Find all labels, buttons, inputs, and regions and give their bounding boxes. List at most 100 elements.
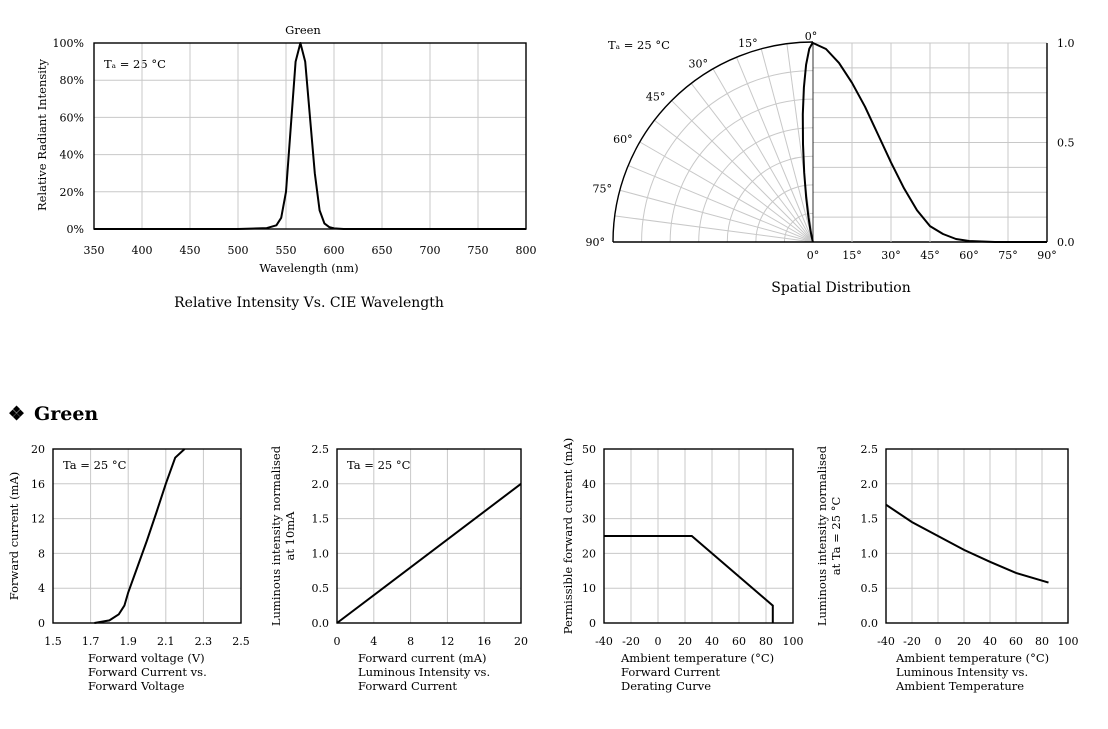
- temp-caption-line: Ambient temperature (°C): [895, 651, 1049, 665]
- derating-y-tick: 20: [582, 547, 596, 560]
- liv-x-tick: 0: [334, 635, 341, 648]
- derating-x-tick: 80: [759, 635, 773, 648]
- iv-plot-frame: [52, 448, 242, 624]
- spatial-polar-ray: [654, 119, 814, 243]
- iv-x-tick: 1.9: [119, 635, 137, 648]
- iv-y-tick: 12: [31, 513, 45, 526]
- spatial-x-tick: 45°: [920, 249, 940, 262]
- temp-x-tick: 80: [1035, 635, 1049, 648]
- liv-x-tick: 12: [440, 635, 454, 648]
- spatial-x-tick: 15°: [842, 249, 862, 262]
- spatial-x-tick: 0°: [807, 249, 820, 262]
- derating-y-label: Permissible forward current (mA): [561, 438, 575, 635]
- derating-caption-line: Derating Curve: [621, 679, 711, 693]
- spatial-polar-ray: [736, 57, 814, 243]
- derating-x-tick: 60: [732, 635, 746, 648]
- liv-x-tick: 16: [477, 635, 491, 648]
- temp-y-tick: 2.0: [861, 478, 879, 491]
- spectrum-y-tick: 20%: [60, 186, 84, 199]
- temp-x-tick: 60: [1009, 635, 1023, 648]
- temp-chart: -40 -20 0 20 40 60 80 100 0.0 0.5 1.0 1.5 2.0 2.5 Ambi…: [815, 443, 1079, 693]
- liv-y-tick: 0.5: [312, 582, 330, 595]
- spectrum-y-tick: 80%: [60, 74, 84, 87]
- liv-y-tick: 2.0: [312, 478, 330, 491]
- derating-y-tick: 10: [582, 582, 596, 595]
- spatial-x-tick: 60°: [959, 249, 979, 262]
- temp-y-label: Luminous intensity normalised: [815, 445, 829, 626]
- spatial-angle-label: 30°: [689, 58, 709, 71]
- spatial-polar-ray: [786, 43, 814, 243]
- derating-x-tick: -20: [622, 635, 640, 648]
- iv-x-tick: 2.5: [232, 635, 250, 648]
- spatial-polar-ray: [760, 48, 814, 243]
- iv-y-tick: 4: [38, 582, 45, 595]
- derating-y-tick: 50: [582, 443, 596, 456]
- spectrum-condition: Tₐ = 25 °C: [104, 57, 166, 71]
- spatial-angle-label: 0°: [805, 30, 818, 43]
- derating-x-tick: -40: [595, 635, 613, 648]
- liv-y-tick: 1.0: [312, 547, 330, 560]
- spatial-y-tick: 0.0: [1057, 236, 1075, 249]
- temp-y-tick: 0.5: [861, 582, 879, 595]
- iv-y-label: Forward current (mA): [7, 472, 21, 601]
- temp-x-tick: -40: [877, 635, 895, 648]
- derating-x-tick: 0: [655, 635, 662, 648]
- iv-caption-line: Forward Voltage: [88, 679, 185, 693]
- spatial-y-tick: 1.0: [1057, 37, 1075, 50]
- spectrum-x-tick: 400: [132, 244, 153, 257]
- spatial-angle-label: 15°: [738, 37, 758, 50]
- liv-plot-frame: [336, 448, 522, 624]
- iv-y-tick: 16: [31, 478, 45, 491]
- spatial-angle-label: 90°: [586, 236, 606, 249]
- iv-x-tick: 1.5: [44, 635, 62, 648]
- spectrum-y-label: Relative Radiant Intensity: [35, 58, 49, 211]
- derating-x-tick: 40: [705, 635, 719, 648]
- derating-x-tick: 100: [783, 635, 804, 648]
- spectrum-x-tick: 650: [372, 244, 393, 257]
- liv-caption-line: Forward Current: [358, 679, 457, 693]
- spatial-condition: Tₐ = 25 °C: [608, 38, 670, 52]
- spatial-angle-label: 45°: [646, 90, 666, 103]
- temp-y-tick: 1.5: [861, 513, 879, 526]
- derating-x-tick: 20: [678, 635, 692, 648]
- temp-x-tick: 20: [957, 635, 971, 648]
- iv-chart: 1.5 1.7 1.9 2.1 2.3 2.5 0 4 8 12 16 20 Ta = 25 °C For…: [7, 443, 250, 693]
- temp-x-tick: -20: [903, 635, 921, 648]
- liv-x-tick: 20: [514, 635, 528, 648]
- derating-series-line: [604, 535, 774, 623]
- liv-series-line: [336, 483, 522, 624]
- spatial-angle-label: 60°: [613, 133, 633, 146]
- spectrum-x-tick: 800: [516, 244, 537, 257]
- liv-condition: Ta = 25 °C: [347, 458, 411, 472]
- spatial-polar-ray: [639, 141, 814, 243]
- spectrum-x-tick: 700: [420, 244, 441, 257]
- spectrum-title: Relative Intensity Vs. CIE Wavelength: [174, 295, 444, 311]
- iv-y-tick: 0: [38, 617, 45, 630]
- derating-caption-line: Ambient temperature (°C): [620, 651, 774, 665]
- spectrum-series-label: Green: [285, 23, 321, 37]
- spatial-angle-label: 75°: [593, 183, 613, 196]
- spectrum-y-tick: 40%: [60, 149, 84, 162]
- spatial-polar-ray: [712, 68, 814, 243]
- derating-caption-line: Forward Current: [621, 665, 720, 679]
- liv-y-tick: 1.5: [312, 513, 330, 526]
- spatial-x-tick: 75°: [998, 249, 1018, 262]
- section-title: Green: [34, 403, 98, 425]
- spatial-polar-ray: [671, 100, 814, 243]
- temp-y-tick: 1.0: [861, 547, 879, 560]
- spectrum-x-tick: 600: [324, 244, 345, 257]
- spectrum-series-line: [94, 42, 526, 230]
- liv-y-label: at 10mA: [283, 511, 297, 561]
- spatial-polar-ray: [690, 83, 814, 243]
- spatial-outer-arc: [612, 41, 814, 243]
- iv-y-tick: 20: [31, 443, 45, 456]
- spatial-y-tick: 0.5: [1057, 137, 1075, 150]
- liv-y-tick: 0.0: [312, 617, 330, 630]
- spectrum-plot-frame: [93, 42, 527, 230]
- temp-y-label: at Ta = 25 °C: [829, 497, 843, 576]
- temp-x-tick: 0: [935, 635, 942, 648]
- derating-y-tick: 0: [589, 617, 596, 630]
- liv-y-label: Luminous intensity normalised: [269, 445, 283, 626]
- spectrum-y-tick: 100%: [53, 37, 84, 50]
- temp-series-line: [885, 503, 1049, 584]
